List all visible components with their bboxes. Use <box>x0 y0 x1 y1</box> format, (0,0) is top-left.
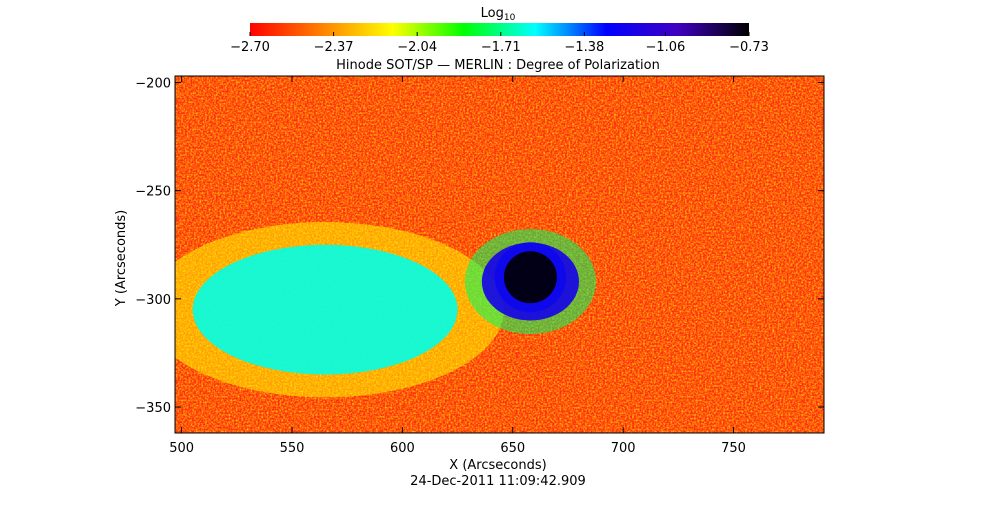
plage-region <box>192 244 458 375</box>
x-axis-label: X (Arcseconds) <box>449 458 546 473</box>
colorbar: Log10 −2.70 −2.37 −2.04 −1.71 −1.38 −1.06 −0.7… <box>230 6 769 55</box>
x-tick-label: 650 <box>500 441 525 456</box>
colorbar-tick-label: −1.06 <box>645 40 685 55</box>
chart-title: Hinode SOT/SP — MERLIN : Degree of Polar… <box>336 58 660 73</box>
y-axis: −200 −250 −300 −350 <box>135 76 824 416</box>
y-tick-label: −350 <box>135 401 171 416</box>
colorbar-tick-label: −1.71 <box>481 40 521 55</box>
colorbar-tick-label: −1.38 <box>564 40 604 55</box>
y-tick-label: −300 <box>135 293 171 308</box>
x-tick-label: 750 <box>721 441 746 456</box>
y-tick-label: −200 <box>135 76 171 91</box>
x-tick-label: 500 <box>169 441 194 456</box>
colorbar-gradient <box>250 23 749 36</box>
plot-area <box>175 76 824 433</box>
x-tick-label: 550 <box>280 441 305 456</box>
colorbar-tick-label: −2.70 <box>230 40 270 55</box>
x-tick-label: 600 <box>390 441 415 456</box>
sunspot-umbra <box>503 251 557 304</box>
colorbar-tick-label: −2.37 <box>314 40 354 55</box>
y-tick-label: −250 <box>135 185 171 200</box>
plot-frame <box>174 75 825 434</box>
y-axis-label: Y (Arcseconds) <box>114 210 129 307</box>
timestamp: 24-Dec-2011 11:09:42.909 <box>410 474 586 489</box>
colorbar-tick-label: −2.04 <box>397 40 437 55</box>
colorbar-tick-label: −0.73 <box>729 40 769 55</box>
x-tick-label: 700 <box>611 441 636 456</box>
heatmap-features <box>175 222 596 398</box>
x-axis: 500 550 600 650 700 750 <box>169 76 746 456</box>
colorbar-title: Log10 <box>481 6 516 23</box>
colorbar-ticks: −2.70 −2.37 −2.04 −1.71 −1.38 −1.06 −0.73 <box>230 32 769 55</box>
